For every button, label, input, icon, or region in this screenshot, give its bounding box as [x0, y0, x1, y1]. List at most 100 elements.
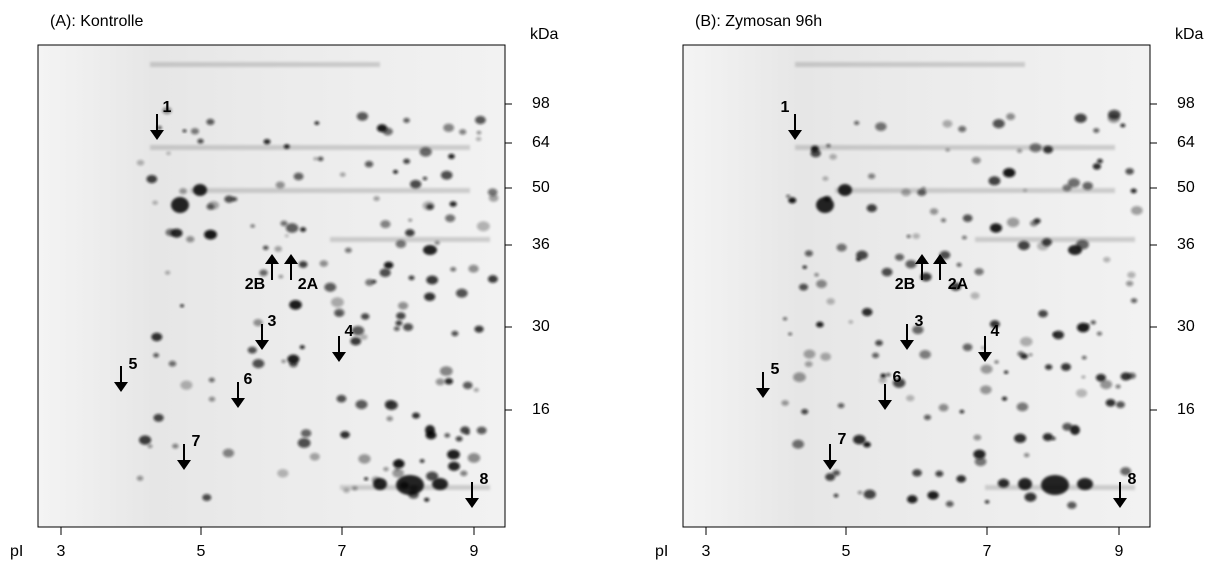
gel-spot — [921, 186, 926, 190]
gel-spot — [419, 147, 432, 157]
gel-spot — [186, 236, 195, 243]
gel-spot — [792, 439, 805, 449]
gel-spot — [448, 461, 460, 471]
gel-spot — [313, 157, 318, 161]
gel-spot — [793, 372, 806, 383]
gel-spot — [252, 359, 265, 369]
gel-spot — [826, 298, 835, 305]
gel-spot — [861, 308, 873, 317]
gel-spot — [837, 402, 845, 409]
gel-spot — [1023, 188, 1028, 192]
gel-spot — [1023, 452, 1030, 458]
gel-spot — [1082, 181, 1093, 190]
gel-spot — [832, 469, 841, 476]
gel-spot — [426, 275, 439, 285]
gel-spot — [1041, 238, 1052, 247]
gel-spot — [447, 449, 460, 460]
gel-spot — [940, 218, 947, 223]
gel-spot — [152, 200, 158, 205]
gel-spot — [392, 468, 404, 478]
gel-spot — [945, 148, 950, 152]
gel-spot — [297, 438, 311, 448]
arrow-head — [823, 460, 837, 470]
marker-label: 6 — [244, 371, 253, 388]
gel-panel — [37, 44, 506, 528]
gel-spot — [912, 325, 924, 335]
gel-streak — [190, 188, 470, 193]
gel-spot — [449, 201, 457, 207]
gel-spot — [961, 235, 967, 240]
gel-spot — [1052, 330, 1065, 340]
gel-spot — [1115, 384, 1121, 389]
gel-spot — [423, 245, 437, 255]
gel-spot — [1105, 399, 1116, 407]
gel-spot — [356, 112, 369, 121]
gel-spot — [912, 469, 922, 477]
gel-spot — [1077, 478, 1093, 490]
gel-spot — [974, 457, 987, 467]
gel-spot — [396, 312, 406, 320]
gel-spot — [398, 301, 409, 310]
gel-spot — [340, 431, 350, 439]
gel-spot — [450, 266, 457, 272]
gel-spot — [1093, 128, 1100, 133]
gel-spot — [285, 223, 299, 233]
gel-spot — [970, 292, 980, 300]
gel-spot — [222, 448, 235, 458]
gel-spot — [905, 259, 917, 269]
gel-spot — [250, 224, 255, 228]
gel-spot — [1125, 168, 1134, 175]
gel-spot — [820, 352, 832, 361]
gel-spot — [283, 144, 290, 149]
gel-spot — [459, 129, 467, 135]
gel-spot — [314, 121, 320, 125]
gel-spot — [1006, 113, 1016, 121]
gel-spot — [801, 408, 809, 415]
gel-spot — [803, 349, 816, 359]
gel-spot — [1095, 373, 1106, 382]
gel-spot — [938, 403, 949, 412]
gel-spot — [848, 320, 854, 324]
gel-spot — [263, 138, 271, 145]
gel-spot — [475, 136, 482, 142]
x-tick-label: 7 — [983, 543, 992, 560]
gel-spot — [1020, 336, 1033, 347]
gel-spot — [825, 473, 836, 481]
gel-spot — [206, 203, 215, 210]
gel-spot — [424, 497, 430, 502]
gel-spot — [280, 220, 288, 227]
arrow-head — [255, 340, 269, 350]
gel-spot — [984, 500, 990, 504]
gel-spot — [1103, 256, 1111, 263]
gel-spot — [927, 490, 939, 500]
gel-spot — [278, 274, 284, 279]
gel-spot — [1024, 492, 1037, 502]
arrow-head — [900, 340, 914, 350]
gel-spot — [1107, 113, 1120, 123]
marker-label: 2B — [245, 276, 265, 293]
gel-spot — [1131, 205, 1143, 215]
gel-spot — [153, 413, 164, 422]
gel-spot — [1092, 163, 1102, 170]
gel-streak — [795, 145, 1115, 150]
gel-spot — [973, 434, 982, 441]
gel-spot — [364, 477, 369, 481]
gel-spot — [443, 123, 455, 132]
marker-label: 8 — [480, 471, 489, 488]
x-tick-label: 3 — [57, 543, 66, 560]
gel-spot — [1070, 425, 1080, 435]
gel-spot — [1017, 240, 1030, 251]
gel-spot — [875, 122, 887, 131]
x-tick-label: 9 — [1115, 543, 1124, 560]
gel-spot — [384, 399, 395, 408]
gel-spot — [275, 181, 285, 189]
gel-spot — [448, 153, 455, 159]
gel-spot — [473, 387, 480, 393]
gel-spot — [300, 429, 312, 438]
gel-spot — [386, 416, 393, 422]
gel-spot — [826, 143, 831, 148]
gel-spot — [950, 282, 962, 291]
y-unit: kDa — [1175, 26, 1204, 43]
gel-spot — [293, 172, 304, 181]
gel-spot — [857, 490, 863, 495]
